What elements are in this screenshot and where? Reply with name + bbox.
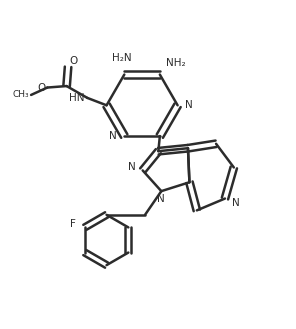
Text: F: F [70, 219, 76, 229]
Text: N: N [109, 131, 117, 141]
Text: HN: HN [69, 93, 84, 103]
Text: CH₃: CH₃ [13, 90, 30, 99]
Text: NH₂: NH₂ [166, 58, 186, 68]
Text: N: N [185, 100, 193, 110]
Text: N: N [128, 163, 135, 172]
Text: O: O [70, 56, 78, 66]
Text: N: N [157, 193, 165, 204]
Text: H₂N: H₂N [112, 53, 131, 63]
Text: O: O [38, 83, 46, 92]
Text: N: N [232, 198, 240, 208]
